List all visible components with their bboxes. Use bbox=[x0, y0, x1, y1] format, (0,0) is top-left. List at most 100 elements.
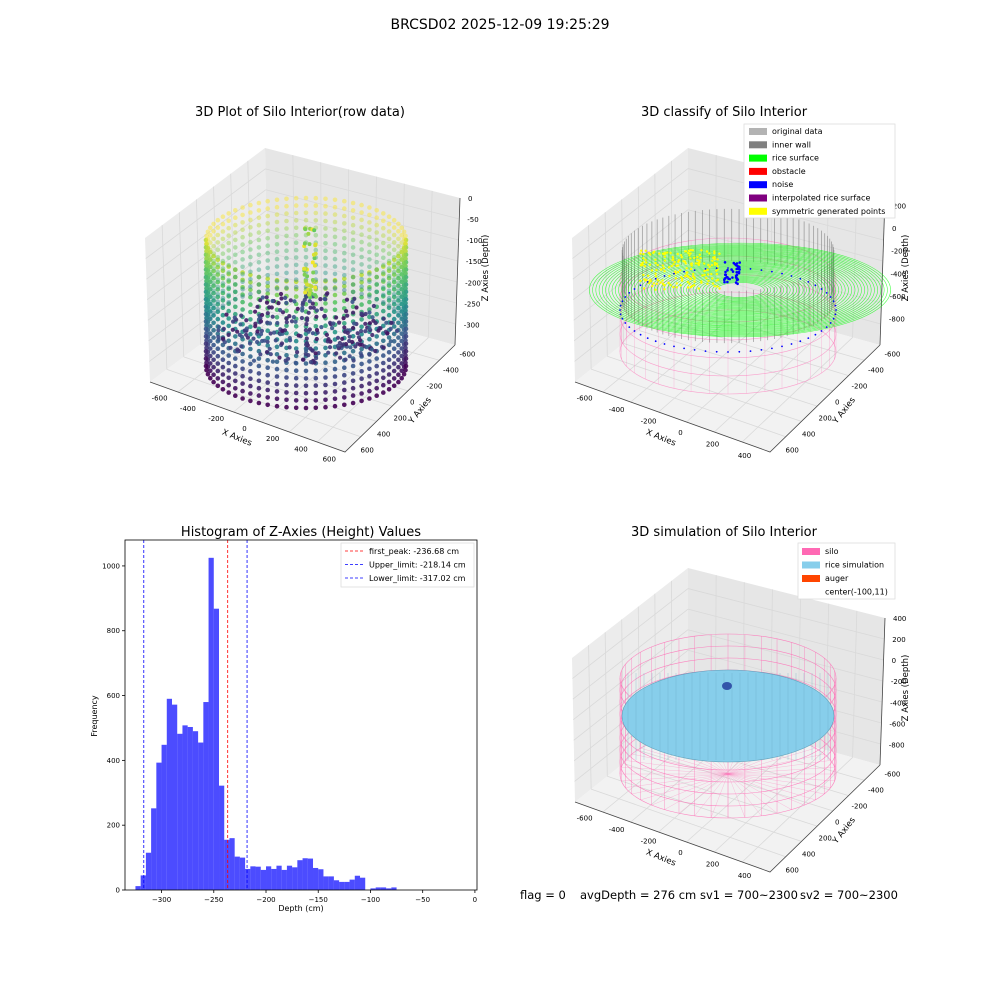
data-point bbox=[211, 273, 216, 279]
legend-swatch bbox=[749, 181, 767, 189]
data-point bbox=[323, 404, 328, 410]
data-point bbox=[351, 310, 356, 315]
grid-line bbox=[573, 629, 689, 721]
grid-line bbox=[320, 162, 322, 309]
data-point bbox=[256, 385, 262, 391]
data-point bbox=[386, 372, 392, 377]
data-point bbox=[386, 261, 392, 266]
noise-point bbox=[738, 350, 741, 353]
data-point bbox=[208, 324, 213, 329]
x-tick-label: −300 bbox=[152, 896, 171, 904]
data-point bbox=[396, 342, 401, 348]
symmetric-point bbox=[639, 279, 642, 283]
data-point bbox=[265, 291, 271, 296]
symmetric-point bbox=[669, 251, 672, 255]
rice-surface-ring bbox=[627, 254, 853, 326]
data-point bbox=[277, 355, 282, 360]
data-point bbox=[381, 368, 386, 373]
data-point bbox=[226, 316, 231, 321]
data-point bbox=[303, 278, 308, 283]
data-point bbox=[235, 347, 240, 352]
data-point bbox=[386, 273, 392, 279]
z-tick-label: 0 bbox=[892, 225, 896, 233]
data-point bbox=[240, 381, 245, 386]
y-tick-label: -200 bbox=[852, 382, 868, 390]
y-tick-label: 0 bbox=[116, 887, 120, 895]
data-point bbox=[211, 243, 216, 249]
data-point bbox=[244, 332, 249, 337]
silo-floor-spoke bbox=[727, 760, 831, 775]
data-point bbox=[386, 266, 392, 271]
data-point bbox=[374, 393, 380, 399]
data-point bbox=[274, 256, 280, 262]
data-point bbox=[220, 350, 226, 355]
symmetric-point bbox=[685, 274, 688, 277]
data-point bbox=[264, 295, 269, 300]
data-point bbox=[351, 358, 356, 363]
histogram-bar bbox=[344, 881, 350, 890]
symmetric-point bbox=[674, 277, 678, 280]
data-point bbox=[248, 369, 253, 374]
data-point bbox=[386, 357, 392, 363]
noise-point bbox=[738, 261, 741, 264]
data-point bbox=[276, 301, 281, 306]
data-point bbox=[367, 396, 372, 401]
data-point bbox=[308, 288, 313, 293]
data-point bbox=[211, 310, 216, 316]
data-point bbox=[367, 270, 372, 275]
noise-point bbox=[807, 281, 810, 283]
histogram-bar bbox=[203, 702, 209, 890]
data-point bbox=[386, 342, 392, 348]
histogram-bar bbox=[234, 856, 240, 890]
noise-point bbox=[683, 347, 685, 350]
data-point bbox=[248, 361, 253, 367]
data-point bbox=[403, 259, 409, 265]
data-point bbox=[396, 266, 401, 271]
noise-point bbox=[834, 304, 837, 307]
symmetric-point bbox=[647, 274, 650, 277]
data-point bbox=[396, 243, 401, 249]
symmetric-point bbox=[677, 260, 680, 263]
data-point bbox=[313, 346, 319, 351]
data-point bbox=[233, 296, 238, 302]
symmetric-point bbox=[687, 249, 691, 252]
symmetric-point bbox=[716, 265, 719, 268]
data-point bbox=[240, 373, 245, 379]
symmetric-point bbox=[680, 256, 684, 259]
grid-line bbox=[213, 186, 218, 332]
data-point bbox=[256, 200, 262, 206]
data-point bbox=[350, 282, 356, 287]
data-point bbox=[399, 361, 405, 366]
data-point bbox=[350, 260, 356, 265]
data-point bbox=[293, 360, 298, 365]
data-point bbox=[396, 350, 401, 355]
symmetric-point bbox=[684, 262, 687, 265]
data-point bbox=[374, 311, 380, 317]
data-point bbox=[284, 367, 289, 373]
symmetric-point bbox=[649, 253, 652, 256]
data-point bbox=[274, 242, 280, 247]
axis-line bbox=[149, 344, 456, 453]
symmetric-point bbox=[680, 279, 684, 282]
noise-point bbox=[723, 273, 727, 277]
data-point bbox=[341, 342, 346, 347]
data-point bbox=[239, 344, 244, 349]
noise-points bbox=[619, 261, 837, 353]
data-point bbox=[274, 389, 280, 394]
data-point bbox=[248, 202, 253, 208]
data-point bbox=[322, 296, 327, 302]
data-point bbox=[350, 289, 356, 295]
data-point bbox=[293, 218, 299, 223]
z-tick-label: -150 bbox=[466, 258, 482, 266]
data-point bbox=[284, 316, 289, 321]
data-point bbox=[248, 284, 253, 289]
data-point bbox=[374, 356, 380, 361]
data-point bbox=[220, 290, 226, 296]
legend-label: interpolated rice surface bbox=[772, 194, 870, 203]
data-point bbox=[203, 334, 209, 339]
data-point bbox=[359, 328, 364, 334]
noise-point bbox=[728, 277, 731, 281]
data-point bbox=[211, 342, 216, 348]
data-point bbox=[304, 342, 309, 347]
noise-point bbox=[726, 280, 729, 284]
